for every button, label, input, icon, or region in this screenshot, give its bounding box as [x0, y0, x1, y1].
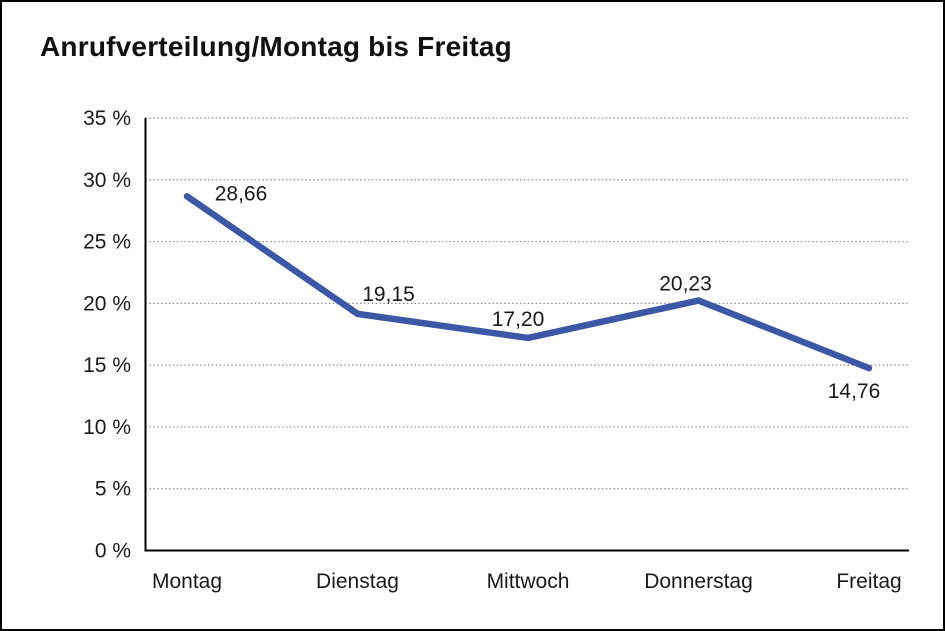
x-axis-tick-label-mittwoch: Mittwoch — [487, 570, 570, 593]
y-axis-tick-label-15: 15 % — [83, 354, 131, 377]
data-label-freitag: 14,76 — [828, 380, 881, 403]
chart-title: Anrufverteilung/Montag bis Freitag — [40, 31, 512, 62]
y-axis-tick-label-30: 30 % — [83, 169, 131, 192]
data-label-donnerstag: 20,23 — [659, 273, 712, 296]
y-axis-tick-label-0: 0 % — [95, 540, 131, 563]
data-label-montag: 28,66 — [215, 182, 268, 205]
x-axis-tick-label-montag: Montag — [152, 570, 222, 593]
data-label-dienstag: 19,15 — [362, 283, 415, 306]
series-line — [183, 193, 873, 372]
x-axis-tick-label-dienstag: Dienstag — [316, 570, 399, 593]
y-axis-tick-label-10: 10 % — [83, 416, 131, 439]
data-label-mittwoch: 17,20 — [492, 308, 545, 331]
y-axis-tick-label-35: 35 % — [83, 107, 131, 130]
y-axis-tick-label-25: 25 % — [83, 231, 131, 254]
x-axis-tick-label-freitag: Freitag — [836, 570, 901, 593]
x-axis-tick-label-donnerstag: Donnerstag — [644, 570, 753, 593]
y-axis-tick-label-20: 20 % — [83, 292, 131, 315]
axes — [144, 118, 909, 552]
y-axis-tick-label-5: 5 % — [95, 478, 131, 501]
